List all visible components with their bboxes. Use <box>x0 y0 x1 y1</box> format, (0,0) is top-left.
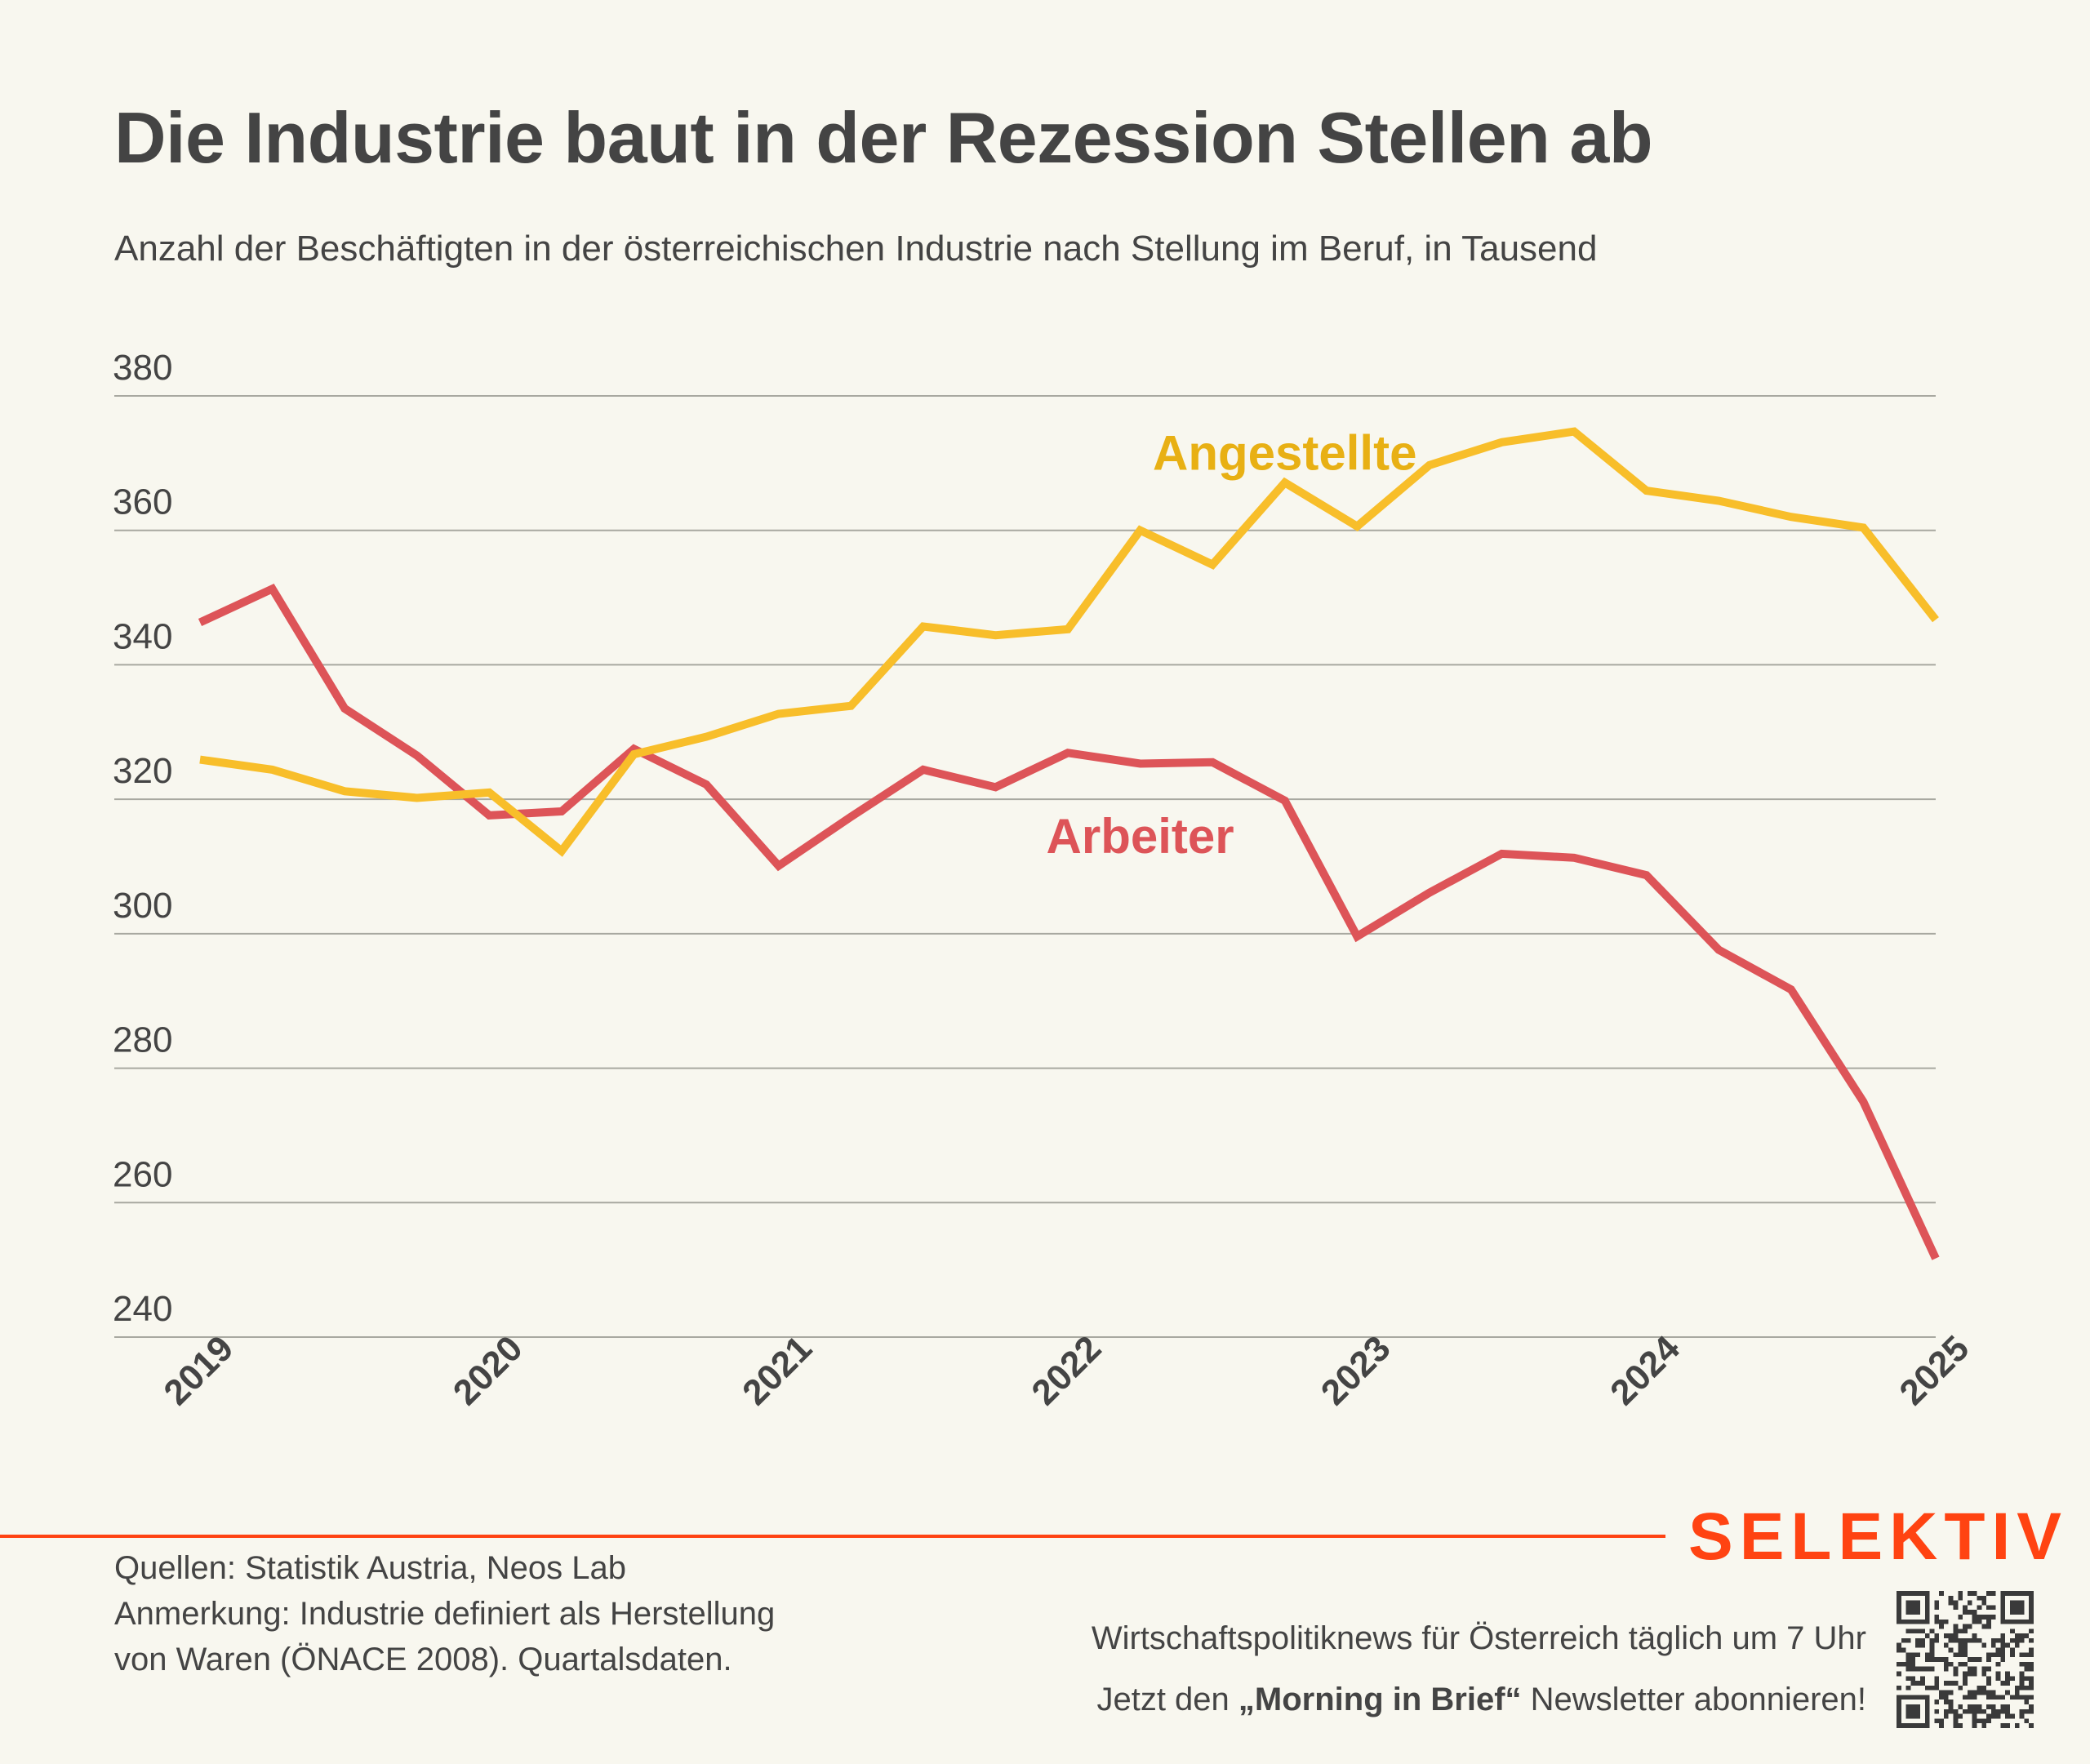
y-tick-label: 280 <box>113 1020 172 1060</box>
note-line-1: Anmerkung: Industrie definiert als Herst… <box>114 1596 776 1632</box>
y-tick-label: 380 <box>113 348 172 388</box>
y-tick-label: 260 <box>113 1154 172 1194</box>
promo-line-1: Wirtschaftspolitiknews für Österreich tä… <box>1091 1620 1866 1656</box>
gridlines <box>114 395 1936 1338</box>
series-label-arbeiter: Arbeiter <box>1047 809 1234 864</box>
line-chart: 380 360 340 320 300 280 260 240 2019 2020 2021 202… <box>113 348 1977 1413</box>
promo-post: Newsletter abonnieren! <box>1521 1682 1866 1717</box>
x-tick-label: 2025 <box>1892 1328 1977 1413</box>
footer-divider <box>0 1535 1665 1538</box>
x-axis-ticks: 2019 2020 2021 2022 2023 2024 2025 <box>156 1328 1977 1413</box>
y-tick-label: 300 <box>113 886 172 926</box>
series-lines <box>198 427 1940 1260</box>
chart-title: Die Industrie baut in der Rezession Stel… <box>114 97 1653 178</box>
y-tick-label: 360 <box>113 482 172 522</box>
footer-notes: Quellen: Statistik Austria, Neos Lab Anm… <box>114 1545 775 1682</box>
x-tick-label: 2023 <box>1314 1328 1399 1413</box>
x-tick-label: 2022 <box>1024 1328 1109 1413</box>
sources-text: Quellen: Statistik Austria, Neos Lab <box>114 1550 626 1586</box>
newsletter-name: „Morning in Brief“ <box>1238 1682 1522 1717</box>
promo-line-2[interactable]: Jetzt den „Morning in Brief“ Newsletter … <box>1092 1669 1866 1731</box>
x-tick-label: 2021 <box>735 1328 820 1413</box>
x-tick-label: 2024 <box>1603 1328 1688 1413</box>
x-tick-label: 2019 <box>156 1328 241 1413</box>
y-tick-label: 340 <box>113 616 172 656</box>
series-label-angestellte: Angestellte <box>1153 426 1416 481</box>
y-tick-label: 240 <box>113 1289 172 1329</box>
qr-code-icon[interactable] <box>1897 1590 2034 1729</box>
series-line-arbeiter <box>198 583 1940 1260</box>
chart-subtitle: Anzahl der Beschäftigten in der österrei… <box>114 229 1598 269</box>
y-tick-label: 320 <box>113 751 172 791</box>
newsletter-promo: Wirtschaftspolitiknews für Österreich tä… <box>1092 1608 1866 1731</box>
note-line-2: von Waren (ÖNACE 2008). Quartalsdaten. <box>114 1642 732 1677</box>
promo-pre: Jetzt den <box>1096 1682 1238 1717</box>
x-tick-label: 2020 <box>446 1328 531 1413</box>
series-labels: Arbeiter Angestellte <box>1047 426 1417 864</box>
y-axis-ticks: 380 360 340 320 300 280 260 240 <box>113 348 172 1329</box>
brand-logo: SELEKTIV <box>1688 1500 2068 1574</box>
